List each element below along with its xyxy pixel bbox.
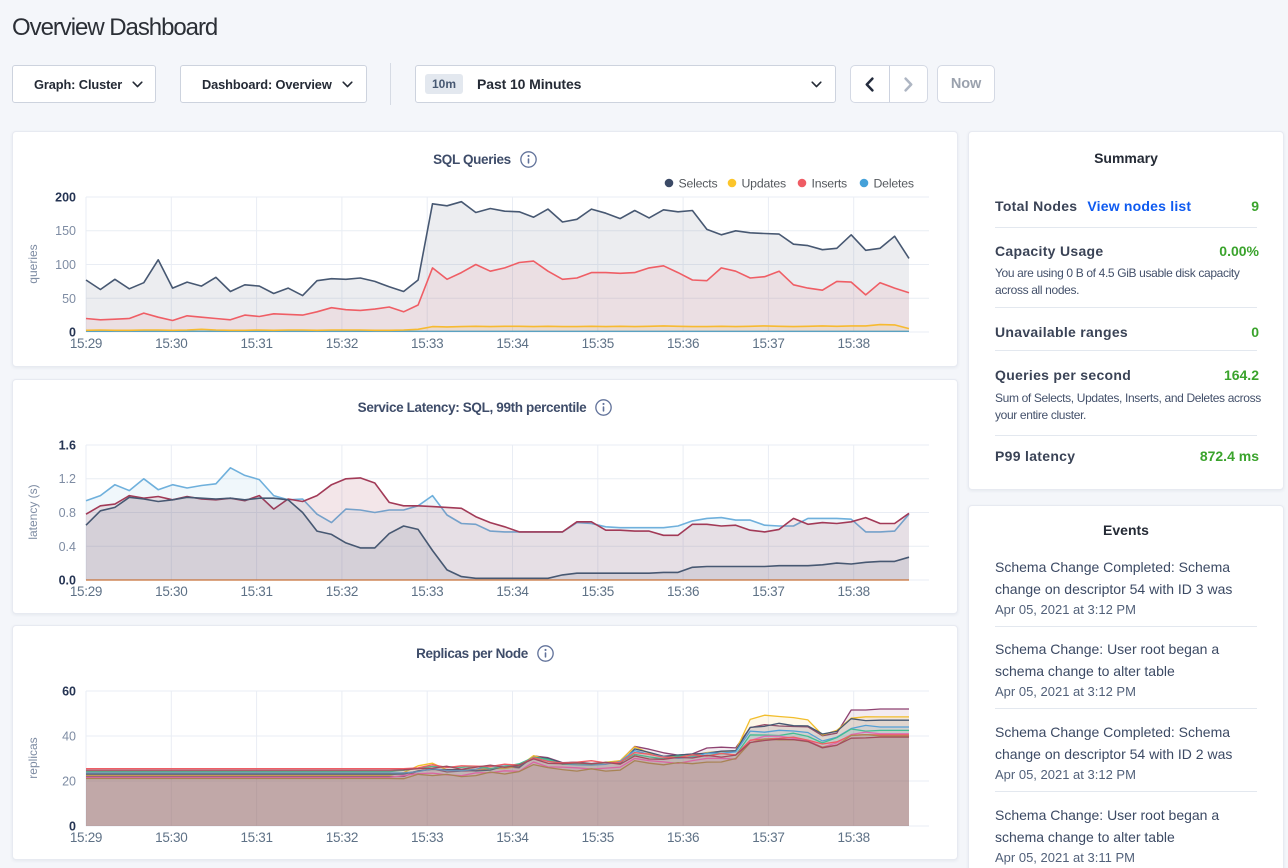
- svg-text:60: 60: [62, 685, 76, 699]
- svg-text:15:34: 15:34: [496, 336, 529, 351]
- svg-text:0.4: 0.4: [59, 540, 76, 554]
- svg-text:15:31: 15:31: [240, 584, 272, 599]
- svg-text:15:30: 15:30: [155, 336, 187, 351]
- svg-text:0.0: 0.0: [59, 574, 76, 588]
- svg-text:15:37: 15:37: [752, 336, 784, 351]
- svg-text:15:38: 15:38: [838, 336, 870, 351]
- svg-text:150: 150: [55, 224, 76, 238]
- svg-text:15:31: 15:31: [240, 336, 272, 351]
- svg-text:Inserts: Inserts: [812, 177, 848, 191]
- svg-text:15:29: 15:29: [70, 336, 102, 351]
- svg-text:15:38: 15:38: [838, 584, 870, 599]
- svg-text:40: 40: [62, 730, 76, 744]
- svg-text:15:29: 15:29: [70, 584, 102, 599]
- svg-text:Updates: Updates: [742, 177, 786, 191]
- svg-text:15:36: 15:36: [667, 830, 699, 845]
- svg-text:15:33: 15:33: [411, 584, 443, 599]
- svg-text:15:36: 15:36: [667, 584, 699, 599]
- svg-text:15:35: 15:35: [582, 830, 614, 845]
- svg-text:15:32: 15:32: [326, 336, 358, 351]
- svg-text:15:32: 15:32: [326, 584, 358, 599]
- svg-text:15:35: 15:35: [582, 336, 614, 351]
- svg-text:15:30: 15:30: [155, 830, 187, 845]
- svg-text:200: 200: [55, 191, 76, 205]
- svg-text:0: 0: [69, 820, 76, 834]
- svg-text:1.2: 1.2: [59, 472, 76, 486]
- svg-text:15:32: 15:32: [326, 830, 358, 845]
- svg-text:100: 100: [55, 258, 76, 272]
- svg-text:50: 50: [62, 292, 76, 306]
- svg-text:0: 0: [69, 326, 76, 340]
- svg-text:Selects: Selects: [679, 177, 718, 191]
- svg-text:Deletes: Deletes: [874, 177, 914, 191]
- svg-text:1.6: 1.6: [59, 439, 76, 453]
- svg-text:15:37: 15:37: [752, 584, 784, 599]
- svg-text:0.8: 0.8: [59, 506, 76, 520]
- svg-text:15:29: 15:29: [70, 830, 102, 845]
- svg-text:15:35: 15:35: [582, 584, 614, 599]
- svg-text:15:33: 15:33: [411, 336, 443, 351]
- svg-text:queries: queries: [26, 244, 40, 283]
- svg-text:15:34: 15:34: [496, 584, 529, 599]
- svg-text:15:34: 15:34: [496, 830, 529, 845]
- svg-text:20: 20: [62, 775, 76, 789]
- svg-text:15:31: 15:31: [240, 830, 272, 845]
- svg-text:15:33: 15:33: [411, 830, 443, 845]
- svg-text:15:36: 15:36: [667, 336, 699, 351]
- svg-text:15:37: 15:37: [752, 830, 784, 845]
- svg-text:15:38: 15:38: [838, 830, 870, 845]
- svg-text:replicas: replicas: [26, 737, 40, 778]
- svg-text:latency (s): latency (s): [26, 484, 40, 539]
- svg-text:15:30: 15:30: [155, 584, 187, 599]
